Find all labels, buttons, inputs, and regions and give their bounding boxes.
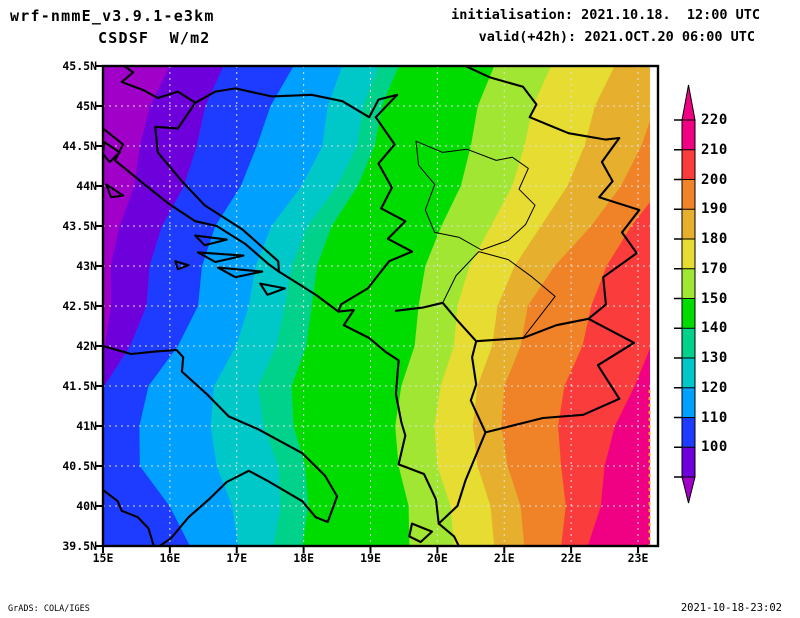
lat-tick-label: 39.5N [62, 539, 97, 553]
thin-borders [415, 140, 556, 339]
lat-tick-label: 40.5N [62, 459, 97, 473]
colorbar-tick-label: 190 [701, 201, 728, 218]
lat-tick-label: 43.5N [62, 219, 97, 233]
lon-tick-label: 23E [627, 551, 649, 565]
colorbar-tick-label: 140 [701, 320, 728, 337]
colorbar-segment [682, 417, 695, 448]
contour-band [103, 66, 170, 352]
axis-ticks [96, 65, 639, 553]
colorbar-segment [682, 239, 695, 269]
lat-tick-label: 45.5N [62, 59, 97, 73]
coastlines [103, 127, 460, 546]
lat-tick-label: 44.5N [62, 139, 97, 153]
lat-tick-label: 43N [76, 259, 97, 273]
colorbar [674, 84, 696, 504]
colorbar-tick-label: 110 [701, 409, 728, 426]
colorbar-arrow-bottom [681, 476, 696, 504]
colorbar-segment [682, 358, 695, 388]
country-borders [120, 66, 641, 525]
colorbar-tick-label: 180 [701, 231, 728, 247]
valid-time-label: valid(+42h): 2021.OCT.20 06:00 UTC [478, 29, 755, 45]
lat-tick-label: 42N [76, 339, 97, 353]
colorbar-segment [682, 179, 695, 210]
lat-tick-label: 40N [76, 499, 97, 513]
colorbar-segment [682, 120, 695, 150]
graticule [103, 66, 658, 546]
colorbar-arrow-top [681, 84, 696, 121]
render-timestamp: 2021-10-18-23:02 [680, 602, 782, 614]
lat-tick-label: 41N [76, 419, 97, 433]
lon-tick-label: 18E [293, 551, 315, 565]
colorbar-segment [682, 328, 695, 358]
plot-frame [101, 64, 660, 548]
colorbar-segment [682, 209, 695, 239]
lon-tick-label: 16E [159, 551, 181, 565]
lat-tick-label: 45N [76, 99, 97, 113]
colorbar-tick-label: 150 [701, 290, 728, 307]
lat-tick-label: 44N [76, 179, 97, 193]
lat-tick-label: 41.5N [62, 379, 97, 393]
colorbar-segment [682, 447, 695, 477]
colorbar-segment [682, 268, 695, 299]
lon-tick-label: 21E [493, 551, 515, 565]
colorbar-tick-label: 120 [701, 379, 728, 396]
colorbar-tick-label: 200 [701, 171, 728, 188]
colorbar-segment [682, 387, 695, 418]
colorbar-segment [682, 149, 695, 180]
colorbar-tick-label: 100 [701, 439, 728, 456]
colorbar-tick-label: 170 [701, 260, 728, 277]
lon-tick-label: 19E [360, 551, 381, 565]
lat-tick-label: 42.5N [62, 299, 97, 313]
lon-tick-label: 15E [92, 551, 114, 565]
colorbar-tick-label: 220 [701, 112, 728, 128]
init-time-label: initialisation: 2021.10.18. 12:00 UTC [451, 7, 760, 23]
model-title: wrf-nmmE_v3.9.1-e3km [10, 7, 215, 25]
lon-tick-label: 22E [560, 551, 582, 565]
colorbar-tick-label: 210 [701, 141, 728, 158]
field-title: CSDSF W/m2 [98, 29, 211, 47]
colorbar-segment [682, 298, 695, 329]
no-data-strip [648, 66, 658, 546]
lon-tick-label: 17E [226, 551, 248, 565]
grads-credit: GrADS: COLA/IGES [8, 604, 90, 614]
lon-tick-label: 20E [426, 551, 448, 565]
colorbar-tick-label: 130 [701, 350, 728, 366]
